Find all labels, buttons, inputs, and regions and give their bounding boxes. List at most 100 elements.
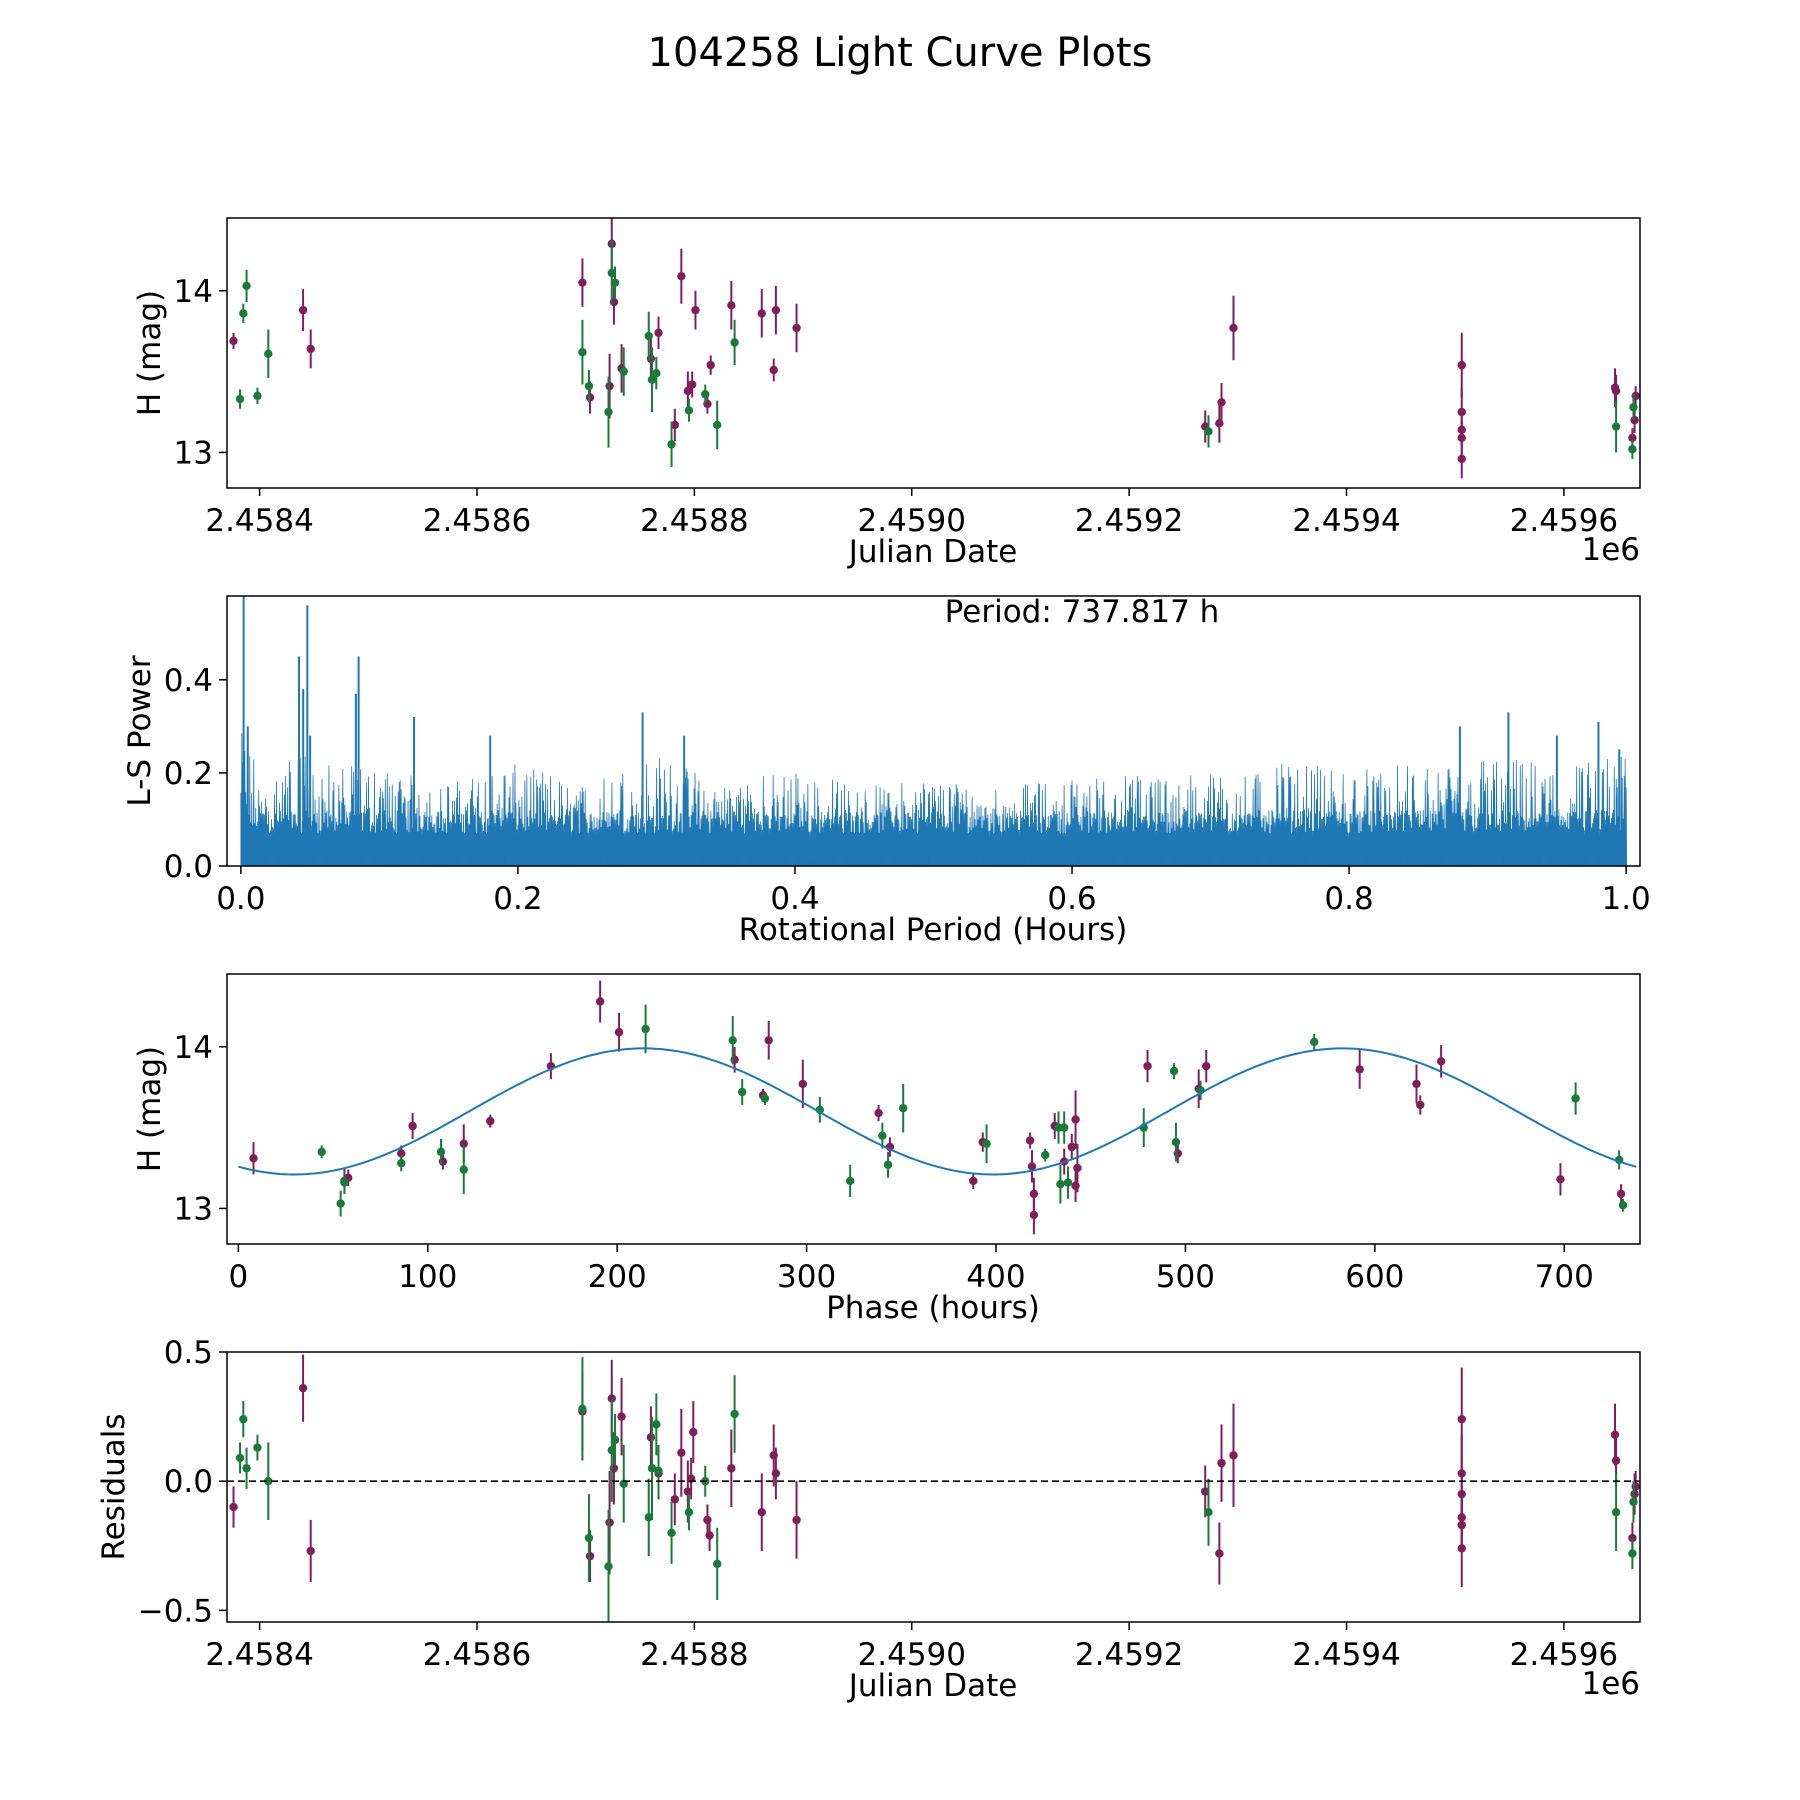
lightcurve-point-red bbox=[769, 365, 778, 375]
residuals-offset-label: 1e6 bbox=[1581, 1666, 1640, 1702]
residuals-point-red bbox=[1229, 1451, 1238, 1460]
residuals-point-red bbox=[670, 1495, 680, 1504]
phased-point-green bbox=[1056, 1179, 1065, 1189]
phased-point-red bbox=[969, 1176, 978, 1186]
phased-point-green bbox=[641, 1024, 650, 1034]
residuals-point-green bbox=[1628, 1549, 1637, 1558]
lightcurve-plot-area bbox=[229, 218, 1640, 479]
residuals-point-red bbox=[792, 1515, 801, 1525]
residuals-xtick-label: 2.4588 bbox=[640, 1637, 748, 1673]
lightcurve-point-red bbox=[670, 420, 680, 430]
phased-point-red bbox=[1436, 1057, 1446, 1066]
lightcurve-point-green bbox=[242, 281, 251, 291]
periodogram-power-spectrum bbox=[240, 732, 1628, 866]
residuals-axes: 2.4584 2.4586 2.4588 2.4590 2.4592 2.4594 2.45… bbox=[138, 1335, 1618, 1673]
panel-residuals: 2.4584 2.4586 2.4588 2.4590 2.4592 2.4594 2.45… bbox=[96, 1335, 1641, 1704]
lightcurve-xtick-label: 2.4592 bbox=[1075, 503, 1183, 539]
panel-phased: 0 100 200 300 400 500 600 700 13 14 Phase (hours)… bbox=[132, 973, 1641, 1326]
lightcurve-frame bbox=[226, 217, 1641, 489]
residuals-point-red bbox=[1610, 1430, 1620, 1439]
lightcurve-point-red bbox=[688, 380, 697, 389]
residuals-point-green bbox=[654, 1466, 663, 1476]
figure-title: 104258 Light Curve Plots bbox=[648, 30, 1153, 76]
residuals-point-red bbox=[727, 1464, 736, 1473]
phased-plot-area bbox=[238, 980, 1637, 1235]
lightcurve-point-red bbox=[1628, 433, 1637, 443]
residuals-point-red bbox=[585, 1551, 595, 1561]
phased-point-red bbox=[798, 1079, 808, 1089]
residuals-point-red bbox=[306, 1546, 315, 1556]
lightcurve-point-red bbox=[1229, 323, 1238, 333]
lightcurve-point-red bbox=[298, 305, 308, 315]
residuals-series-group bbox=[227, 1354, 1640, 1622]
residuals-point-red bbox=[1215, 1549, 1224, 1558]
phased-point-red bbox=[1073, 1163, 1082, 1173]
residuals-ytick-label: 0.0 bbox=[164, 1464, 213, 1500]
lightcurve-point-red bbox=[605, 381, 614, 391]
phased-point-red bbox=[1355, 1065, 1364, 1074]
phased-point-green bbox=[760, 1094, 770, 1103]
phased-ytick-label: 14 bbox=[174, 1030, 213, 1066]
residuals-point-green bbox=[239, 1414, 248, 1424]
lightcurve-xtick-label: 2.4594 bbox=[1292, 503, 1400, 539]
lightcurve-point-green bbox=[667, 440, 676, 449]
phased-point-red bbox=[595, 997, 605, 1006]
phased-xtick-label: 500 bbox=[1156, 1259, 1215, 1295]
phased-point-red bbox=[614, 1028, 624, 1037]
residuals-point-green bbox=[647, 1464, 657, 1473]
residuals-point-red bbox=[757, 1507, 766, 1517]
lightcurve-point-green bbox=[604, 407, 613, 417]
phased-point-red bbox=[408, 1121, 417, 1131]
phased-point-red bbox=[730, 1055, 739, 1064]
lightcurve-point-red bbox=[306, 344, 315, 354]
phased-point-red bbox=[1027, 1162, 1037, 1171]
residuals-point-red bbox=[1611, 1456, 1621, 1465]
lightcurve-point-red bbox=[1457, 407, 1466, 417]
lightcurve-axes: 2.4584 2.4586 2.4588 2.4590 2.4592 2.4594 2.45… bbox=[174, 274, 1619, 539]
phased-point-red bbox=[1143, 1061, 1152, 1071]
panel-lightcurve: 2.4584 2.4586 2.4588 2.4590 2.4592 2.4594 2.45… bbox=[132, 217, 1641, 570]
lightcurve-ytick-label: 14 bbox=[174, 274, 213, 310]
lightcurve-point-green bbox=[684, 406, 694, 415]
lightcurve-ytick-label: 13 bbox=[174, 435, 213, 471]
residuals-point-red bbox=[771, 1469, 781, 1478]
lightcurve-point-green bbox=[1611, 422, 1621, 431]
periodogram-ylabel: L-S Power bbox=[122, 655, 158, 806]
phased-point-green bbox=[340, 1178, 349, 1187]
residuals-point-red bbox=[677, 1448, 686, 1457]
phased-point-red bbox=[1071, 1115, 1080, 1124]
phased-point-green bbox=[878, 1131, 887, 1140]
residuals-ytick-label: 0.5 bbox=[164, 1335, 213, 1371]
phased-point-red bbox=[1067, 1142, 1076, 1152]
lightcurve-point-green bbox=[235, 394, 245, 404]
phased-point-red bbox=[249, 1154, 258, 1163]
phased-point-red bbox=[1412, 1079, 1421, 1089]
phased-xlabel: Phase (hours) bbox=[826, 1290, 1040, 1326]
phased-point-green bbox=[1059, 1123, 1069, 1132]
lightcurve-point-green bbox=[239, 309, 248, 318]
phased-point-red bbox=[1416, 1100, 1425, 1110]
lightcurve-xtick-label: 2.4586 bbox=[423, 503, 531, 539]
lightcurve-point-red bbox=[691, 305, 700, 315]
phased-point-green bbox=[883, 1160, 893, 1169]
lightcurve-point-red bbox=[771, 305, 781, 315]
phased-point-green bbox=[1171, 1137, 1181, 1147]
periodogram-ytick-label: 0.2 bbox=[164, 756, 213, 792]
residuals-point-green bbox=[730, 1409, 739, 1419]
residuals-point-green bbox=[652, 1420, 661, 1429]
lightcurve-point-green bbox=[619, 367, 628, 376]
periodogram-xtick-label: 0.8 bbox=[1324, 881, 1373, 917]
residuals-point-red bbox=[1201, 1487, 1210, 1496]
lightcurve-point-red bbox=[578, 278, 587, 287]
phased-point-green bbox=[1310, 1037, 1319, 1047]
lightcurve-point-green bbox=[713, 420, 722, 430]
periodogram-series-group bbox=[240, 596, 1628, 866]
phased-point-green bbox=[436, 1147, 446, 1157]
phased-point-green bbox=[1618, 1200, 1628, 1210]
phased-xtick-label: 0 bbox=[228, 1259, 248, 1295]
residuals-point-green bbox=[667, 1528, 676, 1538]
phased-xtick-label: 300 bbox=[777, 1259, 836, 1295]
residuals-point-red bbox=[617, 1412, 626, 1421]
phased-point-red bbox=[486, 1116, 495, 1126]
